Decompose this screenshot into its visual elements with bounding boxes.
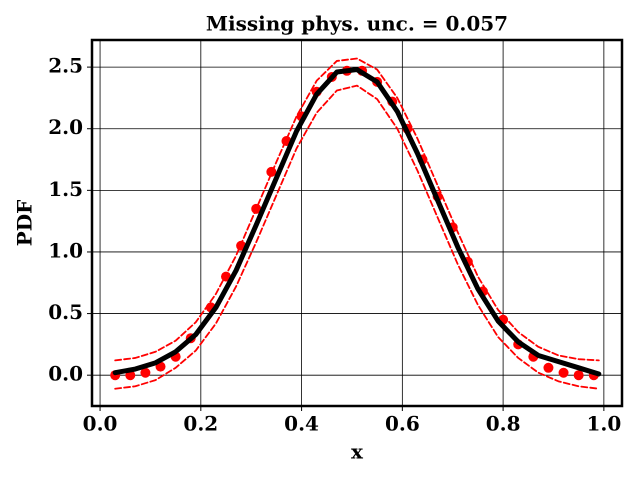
y-tick-label: 0.5 (48, 300, 83, 324)
scatter-point (140, 367, 151, 378)
scatter-point (558, 367, 569, 378)
y-axis-label: PDF (13, 200, 37, 247)
x-tick-label: 0.4 (284, 412, 319, 436)
scatter-point (266, 166, 277, 177)
plot-area (110, 57, 602, 390)
x-axis-label: x (351, 440, 364, 464)
y-tick-label: 1.0 (48, 238, 83, 262)
scatter-point (573, 370, 584, 381)
scatter-point (221, 271, 232, 282)
y-tick-label: 1.5 (48, 177, 83, 201)
x-tick-label: 0.0 (83, 412, 118, 436)
bound-line (114, 84, 600, 390)
x-tick-label: 0.6 (385, 412, 420, 436)
x-tick-label: 0.8 (486, 412, 521, 436)
bound-line (114, 57, 600, 362)
chart-title: Missing phys. unc. = 0.057 (206, 12, 508, 36)
y-tick-label: 2.0 (48, 115, 83, 139)
scatter-point (543, 362, 554, 373)
y-tick-label: 0.0 (48, 362, 83, 386)
x-tick-label: 0.2 (183, 412, 218, 436)
scatter-point (251, 203, 262, 214)
x-tick-label: 1.0 (586, 412, 621, 436)
plot-frame (90, 38, 624, 408)
model-line (112, 67, 602, 377)
y-tick-label: 2.5 (48, 54, 83, 78)
